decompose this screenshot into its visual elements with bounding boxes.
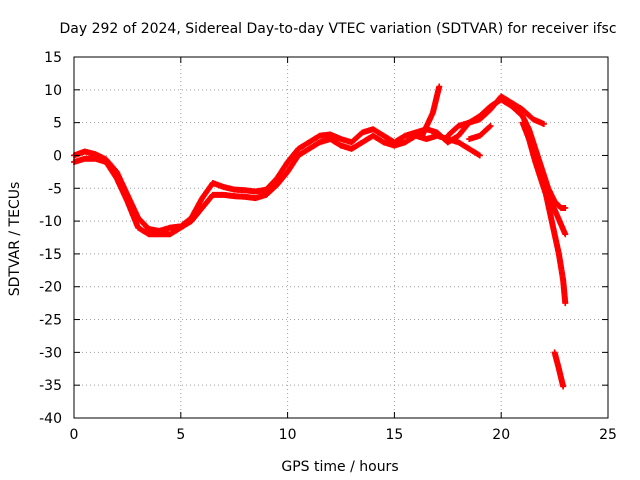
data-point (562, 204, 569, 211)
y-tick-label: -10 (39, 214, 62, 230)
series-group (71, 83, 569, 390)
y-tick-label: 10 (44, 83, 62, 99)
y-tick-label: 0 (53, 148, 62, 164)
data-point (562, 231, 569, 238)
x-tick-label: 10 (279, 427, 297, 443)
data-point (562, 300, 569, 307)
data-series (530, 145, 569, 238)
data-series (519, 119, 569, 307)
axis-ticks: 0 5 10 15 20 25 15 10 5 0 -5 -10 -15 -20 -25 -30 -35 -40 (39, 50, 617, 443)
y-tick-label: -30 (39, 345, 62, 361)
y-tick-label: -15 (39, 247, 62, 263)
grid (74, 57, 608, 418)
x-tick-label: 15 (385, 427, 403, 443)
data-point (560, 383, 567, 390)
y-axis-label: SDTVAR / TECUs (7, 182, 23, 297)
y-tick-label: 15 (44, 50, 62, 66)
data-series (71, 132, 483, 238)
data-series (419, 83, 443, 139)
plot-frame (73, 56, 609, 419)
data-series (466, 122, 494, 143)
x-tick-label: 25 (599, 427, 617, 443)
y-tick-label: -35 (39, 378, 62, 394)
x-tick-label: 5 (176, 427, 185, 443)
x-tick-label: 20 (492, 427, 510, 443)
data-point (436, 83, 443, 90)
chart-title: Day 292 of 2024, Sidereal Day-to-day VTE… (59, 21, 616, 37)
y-tick-label: 5 (53, 116, 62, 132)
y-tick-label: -5 (48, 181, 62, 197)
data-series (551, 349, 567, 390)
y-tick-label: -20 (39, 280, 62, 296)
data-series (71, 96, 569, 234)
data-point (487, 122, 494, 129)
y-tick-label: -25 (39, 313, 62, 329)
x-axis-label: GPS time / hours (281, 459, 398, 475)
y-tick-label: -40 (39, 411, 62, 427)
data-point (486, 123, 493, 130)
x-tick-label: 0 (70, 427, 79, 443)
data-point (476, 152, 483, 159)
data-point (540, 120, 547, 127)
data-series (444, 93, 547, 139)
